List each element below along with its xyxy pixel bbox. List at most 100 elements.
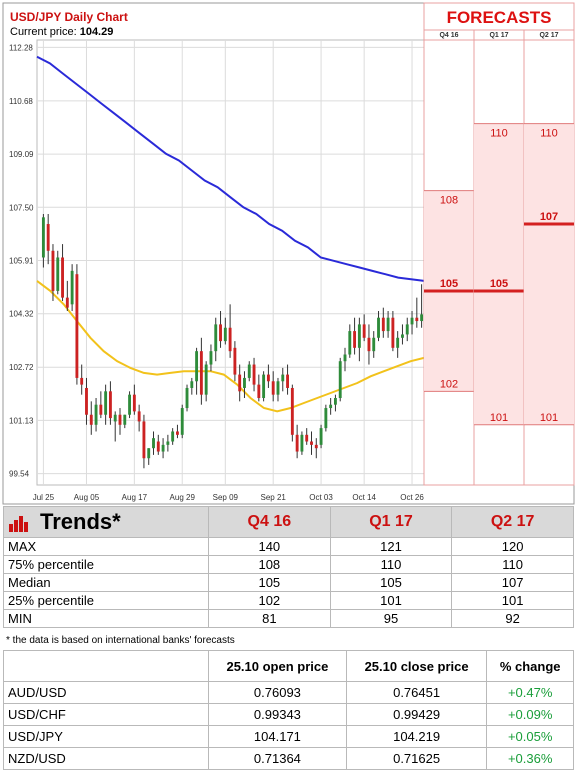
candle-body: [362, 324, 366, 338]
forecast-median-label: 105: [490, 278, 508, 290]
candlestick: [171, 428, 175, 445]
candle-body: [219, 324, 222, 342]
candlestick: [65, 280, 69, 312]
forecast-column-label: Q1 17: [489, 32, 508, 39]
candlestick: [113, 411, 117, 442]
trends-table: Trends* Q4 16 Q1 17 Q2 17 MAX 140 121 12…: [3, 506, 574, 628]
trends-title-cell: Trends*: [3, 506, 209, 538]
y-tick-label: 101.13: [9, 416, 34, 425]
cell-value: 105: [208, 573, 331, 592]
pair-label: USD/CHF: [3, 703, 209, 726]
candle-body: [80, 377, 84, 385]
chart-title: USD/JPY Daily Chart: [10, 10, 128, 24]
prices-row-nzdusd: NZD/USD 0.71364 0.71625 +0.36%: [3, 747, 574, 770]
candlestick: [75, 264, 79, 385]
candle-body: [108, 391, 112, 419]
current-price-value: 104.29: [80, 26, 114, 38]
pair-label: AUD/USD: [3, 681, 209, 704]
candle-body: [271, 381, 275, 395]
candle-body: [233, 347, 237, 375]
trends-col-q4-16: Q4 16: [208, 506, 331, 538]
forecast-min-label: 101: [490, 412, 508, 424]
candlestick: [305, 428, 309, 445]
candle-body: [104, 391, 108, 415]
candlestick: [56, 250, 60, 295]
candlestick: [195, 347, 199, 395]
candlestick: [333, 394, 337, 412]
candle-body: [70, 270, 74, 305]
candlestick: [338, 357, 342, 402]
candle-body: [56, 257, 60, 291]
candle-body: [420, 314, 424, 322]
candlestick: [357, 317, 361, 362]
candle-body: [180, 408, 184, 435]
candle-body: [333, 398, 337, 405]
candle-body: [377, 317, 380, 338]
candlestick: [247, 361, 251, 382]
candlestick: [295, 424, 299, 459]
cell-value: 105: [329, 573, 453, 592]
candlestick: [420, 284, 424, 328]
candle-body: [46, 224, 50, 251]
candle-body: [310, 441, 313, 445]
candle-body: [228, 327, 232, 352]
candlestick: [386, 311, 390, 338]
x-tick-label: Oct 03: [309, 493, 333, 502]
candlestick: [401, 324, 404, 345]
candlestick: [85, 377, 88, 425]
candlestick: [257, 374, 261, 402]
y-tick-label: 99.54: [9, 470, 30, 479]
candlestick: [329, 398, 333, 415]
candle-body: [89, 414, 93, 425]
candle-body: [262, 374, 266, 399]
candle-body: [381, 317, 385, 332]
row-label: MIN: [3, 609, 209, 628]
candle-body: [329, 404, 333, 409]
candle-body: [401, 334, 404, 338]
candlestick: [310, 431, 313, 455]
cell-value: 95: [329, 609, 453, 628]
candlestick: [89, 401, 93, 435]
cell-value: 92: [451, 609, 574, 628]
trends-header-row: Trends* Q4 16 Q1 17 Q2 17: [3, 506, 574, 538]
trends-row-median: Median 105 105 107: [3, 573, 574, 592]
candlestick: [252, 357, 256, 392]
prices-table: 25.10 open price 25.10 close price % cha…: [3, 650, 574, 770]
cell-value: 101: [329, 591, 453, 610]
candle-body: [176, 431, 179, 435]
candlestick: [396, 331, 400, 358]
row-label: 25% percentile: [3, 591, 209, 610]
candle-body: [238, 374, 242, 392]
candle-body: [199, 351, 203, 395]
candlestick: [223, 317, 227, 345]
candle-body: [243, 377, 246, 388]
long-moving-average-line: [36, 55, 425, 282]
x-tick-label: Aug 05: [74, 493, 100, 502]
candle-body: [214, 324, 218, 352]
candlestick: [243, 371, 246, 399]
y-tick-label: 110.68: [9, 97, 33, 106]
row-label: 75% percentile: [3, 555, 209, 574]
candlestick: [180, 404, 184, 439]
candlestick: [161, 438, 165, 459]
cell-value: 121: [329, 537, 453, 556]
candle-body: [75, 274, 79, 378]
candle-body: [290, 387, 294, 435]
forecast-min-label: 101: [540, 412, 558, 424]
candle-body: [343, 354, 347, 362]
candle-body: [128, 394, 132, 415]
pair-label: USD/JPY: [3, 725, 209, 748]
pair-label: NZD/USD: [3, 747, 209, 770]
usdjpy-chart: 112.28 110.68 109.09 107.50 105.91 104.32 102.…: [2, 2, 575, 505]
candlestick: [381, 307, 385, 338]
forecast-max-label: 110: [540, 128, 558, 140]
candlestick: [219, 311, 222, 348]
candlestick: [147, 448, 151, 465]
candle-body: [137, 411, 141, 422]
candlestick: [94, 398, 98, 432]
x-tick-label: Jul 25: [33, 493, 55, 502]
candle-body: [286, 374, 289, 388]
trends-col-q1-17: Q1 17: [329, 506, 453, 538]
trends-title: Trends*: [40, 509, 121, 534]
trends-row-max: MAX 140 121 120: [3, 537, 574, 556]
